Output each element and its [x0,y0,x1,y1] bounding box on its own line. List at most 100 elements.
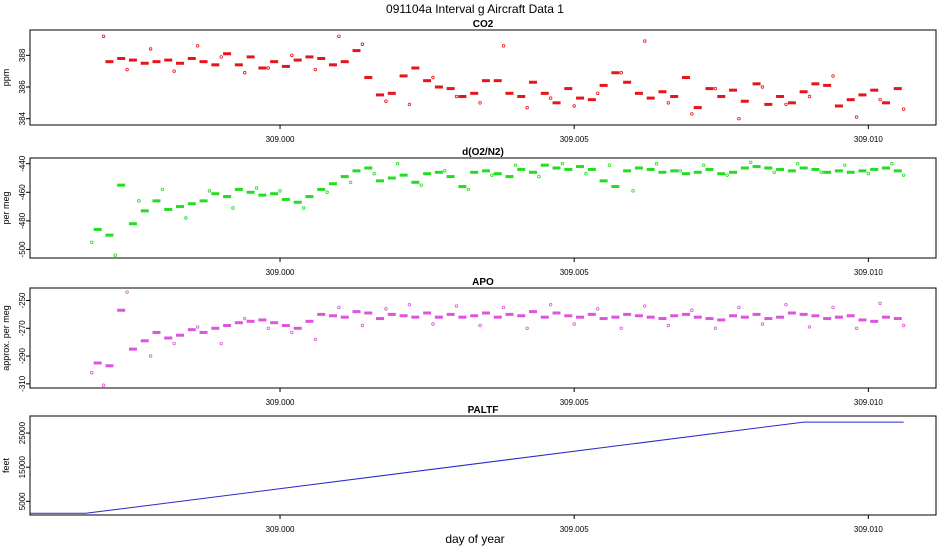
data-point [619,71,623,75]
data-point [184,216,188,220]
data-point [901,107,906,111]
data-point [254,186,259,190]
data-point [160,187,165,192]
data-point [478,323,482,328]
data-point [901,173,906,177]
x-tick-label: 309.010 [854,398,883,407]
data-point [266,326,270,330]
data-point [831,305,835,310]
data-point [760,85,765,89]
x-tick-label: 309.000 [266,268,295,277]
panel-apo: APO approx. per meg -250 -270 -290 -310 309.00… [1,277,937,407]
data-point [148,354,153,358]
data-point [737,116,741,121]
data-point [431,75,435,80]
data-point [101,34,106,39]
y-tick-label: -290 [18,348,27,365]
data-point [666,323,671,328]
data-point [384,99,388,103]
data-point [643,304,647,308]
data-point [290,53,294,58]
data-point [643,39,647,43]
data-point [301,206,306,210]
data-point [690,308,694,312]
y-tick-label: 25000 [18,421,27,444]
data-point [101,383,106,387]
data-point [407,102,412,107]
data-point [266,66,270,70]
plot-frame [29,415,937,516]
data-point [207,189,212,193]
data-point [690,112,694,116]
data-point [584,172,588,176]
y-axis-label: feet [1,457,11,473]
data-point [654,162,659,166]
data-point [395,162,400,166]
data-point [478,101,482,105]
data-point [713,326,718,330]
data-point [195,325,200,329]
panel-co2: CO2 ppm 384 386 388 309.000 309.005 309.010 [1,19,937,144]
data-point [748,160,753,164]
data-point [701,163,706,167]
x-tick-label: 309.005 [560,268,589,277]
data-point [419,183,423,187]
y-axis-label: ppm [1,69,11,87]
y-tick-label: 386 [18,80,27,94]
data-point [113,253,118,257]
data-point [501,305,506,310]
data-point [784,302,788,307]
y-tick-label: -500 [18,241,27,258]
panel-title: APO [472,277,494,288]
y-tick-label: 388 [18,48,27,62]
panel-title: CO2 [473,19,494,30]
data-point [901,323,906,328]
x-tick-label: 309.000 [266,135,295,144]
data-point [737,305,741,310]
panel-paltf: PALTF feet 5000 15000 25000 309.000 309.005 309… [1,405,937,534]
data-point [772,170,776,174]
data-point [572,104,576,108]
x-tick-label: 309.005 [560,135,589,144]
data-point [325,190,329,194]
data-point [760,322,765,326]
data-point [725,173,729,177]
data-point [537,174,541,179]
data-point [137,199,141,203]
data-point [666,101,671,105]
data-point [372,172,376,176]
data-point [619,326,623,330]
data-point [313,337,318,342]
data-point [243,316,247,321]
data-point [125,290,129,294]
data-point [807,94,812,99]
data-point [596,91,600,96]
plot-frame [29,157,937,259]
data-point [219,341,223,346]
data-point [90,371,94,375]
y-tick-label: -480 [18,212,27,229]
x-tick-label: 309.000 [266,525,295,534]
y-tick-label: -310 [18,375,27,392]
data-point [831,74,835,78]
y-tick-label: -460 [18,184,27,201]
data-point [548,96,553,100]
data-point [513,163,518,167]
panel-title: PALTF [468,405,499,416]
x-tick-label: 309.010 [854,525,883,534]
panel-title: d(O2/N2) [462,147,504,158]
data-point [454,94,459,99]
x-tick-label: 309.005 [560,525,589,534]
data-point [125,67,129,72]
data-point [243,71,247,75]
x-tick-label: 309.000 [266,398,295,407]
y-axis-label: per meg [1,191,11,224]
data-point [525,326,529,330]
y-tick-label: 15000 [18,456,27,479]
data-point [678,169,682,173]
data-point [148,47,153,51]
data-point [454,304,459,308]
data-point [278,189,282,193]
data-point [548,302,553,307]
